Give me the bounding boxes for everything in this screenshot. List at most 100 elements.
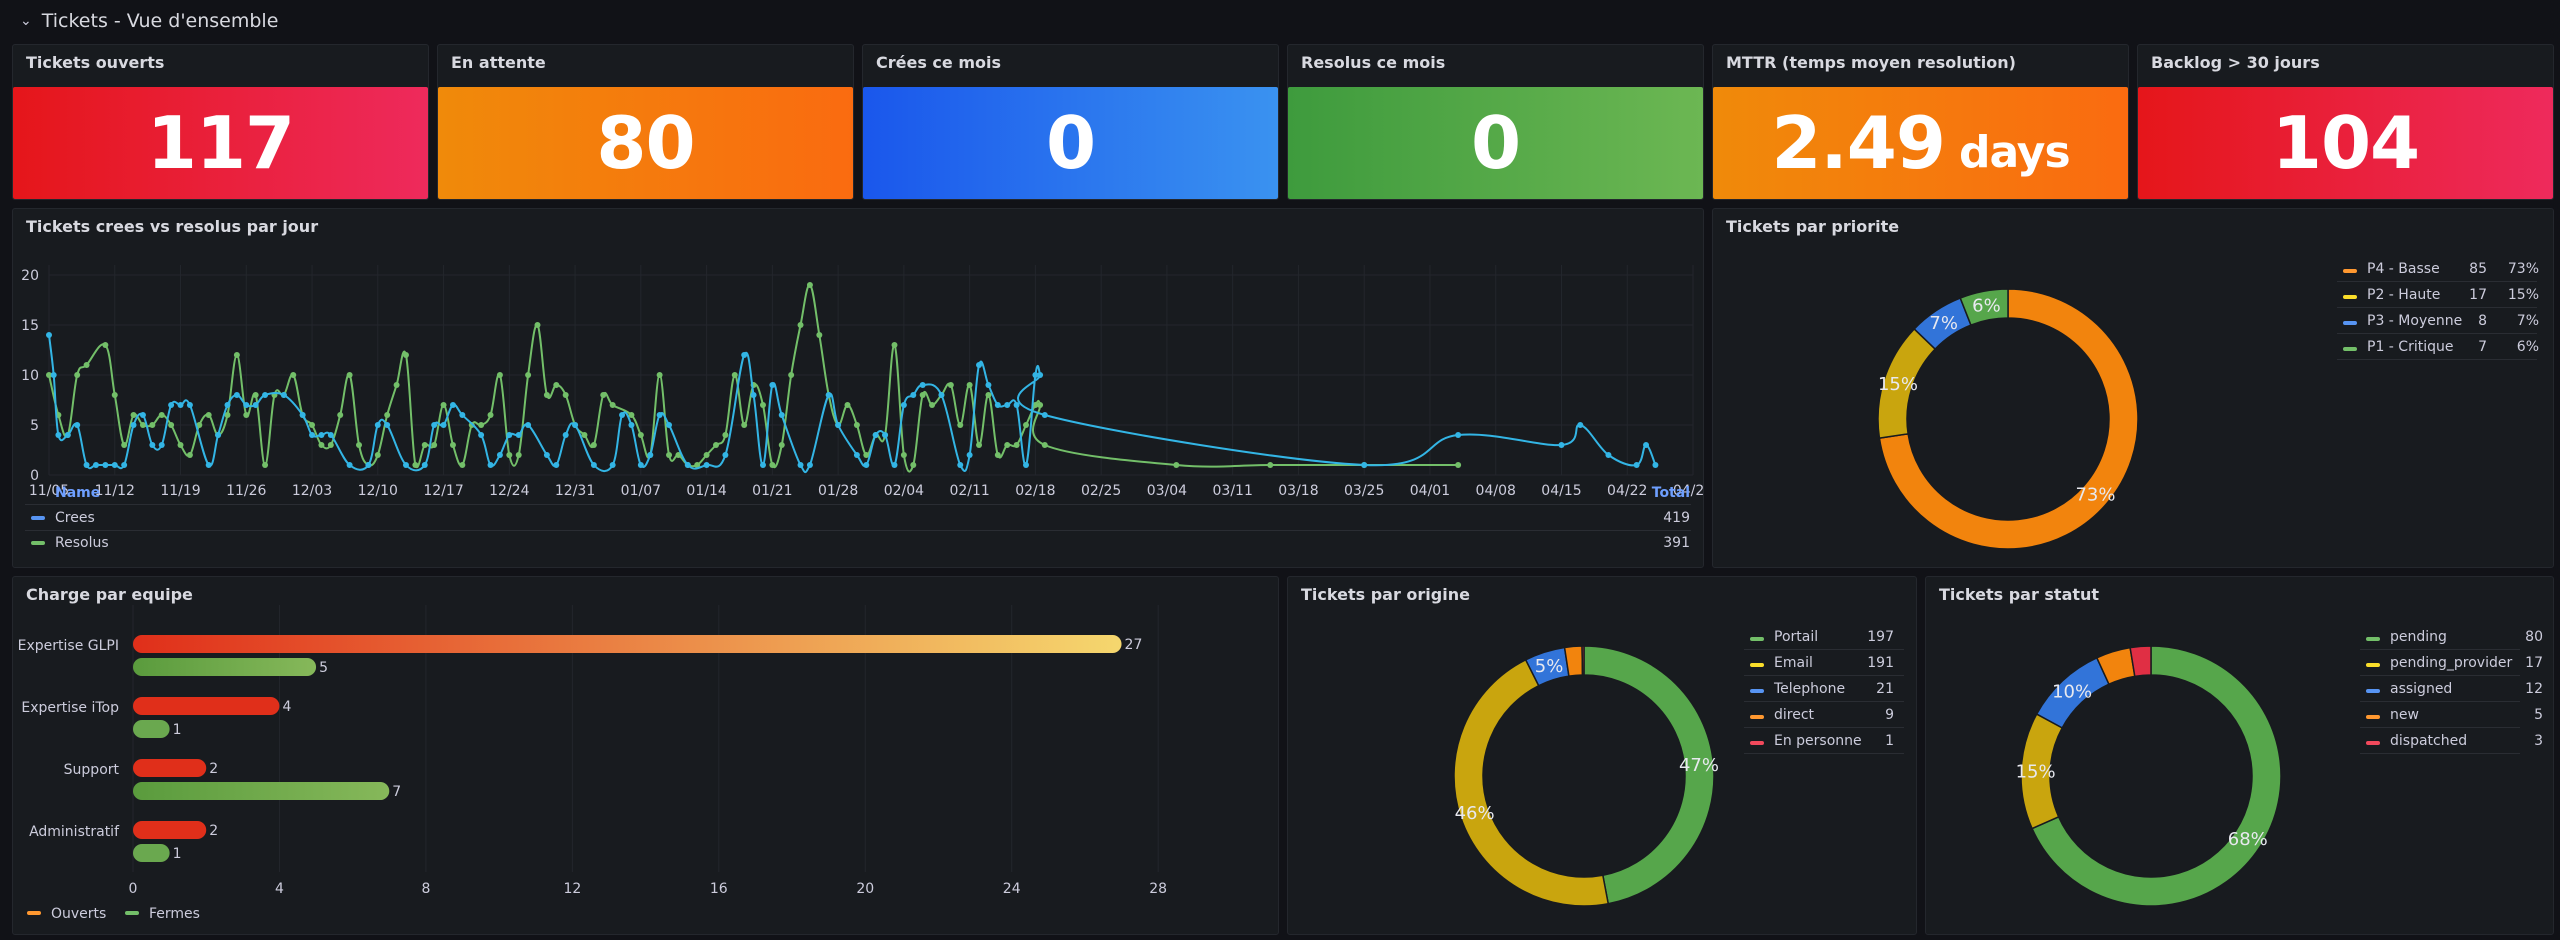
- priorite-panel[interactable]: Tickets par priorite 73% 15% 7% 6% P4 - Bas…: [1712, 208, 2554, 568]
- row-title: Tickets - Vue d'ensemble: [41, 10, 279, 32]
- legend-item[interactable]: P3 - Moyenne: [2343, 313, 2462, 329]
- data-point: [83, 362, 90, 368]
- panel-title: Tickets par origine: [1301, 585, 1470, 604]
- stat-panel-resolus-ce-mois[interactable]: Resolus ce mois 0: [1287, 44, 1704, 200]
- legend-label: Portail: [1774, 629, 1819, 645]
- x-tick-label: 02/11: [949, 483, 989, 499]
- data-point: [346, 372, 353, 378]
- legend-divider: [2360, 649, 2520, 650]
- stat-panel-en-attente[interactable]: En attente 80: [437, 44, 854, 200]
- x-tick-label: 12/17: [423, 483, 463, 499]
- data-point: [496, 372, 503, 378]
- data-point: [393, 382, 400, 388]
- legend-item[interactable]: assigned: [2366, 681, 2452, 697]
- data-point: [158, 442, 165, 448]
- chevron-down-icon[interactable]: ⌄: [20, 13, 32, 29]
- data-point: [712, 442, 719, 448]
- data-point: [506, 452, 513, 458]
- origine-legend: Portail 197 Email 191 Telephone 21 direct 9 En p…: [1744, 629, 1910, 759]
- dashboard-row-header[interactable]: ⌄ Tickets - Vue d'ensemble: [20, 6, 278, 36]
- data-point: [449, 442, 456, 448]
- legend-divider: [2360, 675, 2520, 676]
- x-tick-label: 03/25: [1344, 483, 1384, 499]
- x-tick-label: 01/07: [621, 483, 661, 499]
- data-point: [609, 402, 616, 408]
- data-point: [496, 452, 503, 458]
- legend-value: 85: [2469, 261, 2487, 277]
- legend-total-header[interactable]: Total: [1651, 485, 1690, 501]
- data-point: [731, 372, 738, 378]
- data-point: [600, 392, 607, 398]
- data-point: [628, 422, 635, 428]
- legend-value: 80: [2525, 629, 2543, 645]
- legend-item[interactable]: pending_provider: [2366, 655, 2512, 671]
- data-point: [835, 422, 842, 428]
- x-tick-label: 01/14: [686, 483, 726, 499]
- data-point: [656, 372, 663, 378]
- legend-item[interactable]: P1 - Critique: [2343, 339, 2453, 355]
- legend-item[interactable]: Portail: [1750, 629, 1818, 645]
- bar-ouverts: [133, 697, 280, 715]
- legend-item[interactable]: P4 - Basse: [2343, 261, 2440, 277]
- data-point: [891, 462, 898, 468]
- statut-panel[interactable]: Tickets par statut 68% 15% 10% pending 80 pe…: [1925, 576, 2554, 935]
- legend-name-header[interactable]: Name: [55, 485, 101, 501]
- legend-item[interactable]: Telephone: [1750, 681, 1845, 697]
- origine-donut-chart[interactable]: 47% 46% 5%: [1288, 577, 1917, 935]
- origine-panel[interactable]: Tickets par origine 47% 46% 5% Portail 197 E…: [1287, 576, 1917, 935]
- stat-panel-backlog[interactable]: Backlog > 30 jours 104: [2137, 44, 2554, 200]
- legend-item[interactable]: Email: [1750, 655, 1813, 671]
- x-tick-label: 03/11: [1213, 483, 1253, 499]
- legend-value: 5: [2534, 707, 2543, 723]
- stat-value-box: 2.49 days: [1713, 87, 2128, 199]
- timeseries-panel[interactable]: Tickets crees vs resolus par jour 11/05 1…: [12, 208, 1704, 568]
- legend-item[interactable]: pending: [2366, 629, 2447, 645]
- x-tick-label: 04/29: [1673, 483, 1704, 499]
- data-point: [506, 432, 513, 438]
- data-point: [215, 432, 222, 438]
- legend-item[interactable]: new: [2366, 707, 2419, 723]
- stat-panel-crees-ce-mois[interactable]: Crées ce mois 0: [862, 44, 1279, 200]
- stat-panel-tickets-ouverts[interactable]: Tickets ouverts 117: [12, 44, 429, 200]
- legend-label: P2 - Haute: [2367, 287, 2441, 303]
- data-point: [233, 392, 240, 398]
- legend-divider: [2337, 333, 2537, 334]
- charge-panel[interactable]: Charge par equipe 0 4 8 12 16 20 24 28 Expertise…: [12, 576, 1279, 935]
- data-point: [900, 402, 907, 408]
- data-point: [957, 462, 964, 468]
- timeseries-chart[interactable]: 11/05 11/12 11/19 11/26 12/03 12/10 12/17 12/24…: [13, 255, 1704, 535]
- x-tick-label: 24: [1003, 881, 1021, 897]
- legend-value: 3: [2534, 733, 2543, 749]
- priorite-donut-chart[interactable]: 73% 15% 7% 6%: [1713, 209, 2554, 568]
- legend-label: Resolus: [55, 535, 109, 551]
- stat-panel-mttr[interactable]: MTTR (temps moyen resolution) 2.49 days: [1712, 44, 2129, 200]
- data-point: [102, 342, 109, 348]
- data-point: [562, 392, 569, 398]
- legend-item[interactable]: dispatched: [2366, 733, 2467, 749]
- bar-ouverts: [133, 759, 207, 777]
- statut-donut-chart[interactable]: 68% 15% 10%: [1926, 577, 2554, 935]
- legend-item-resolus[interactable]: Resolus: [31, 535, 109, 551]
- data-point: [224, 402, 231, 408]
- bar-value-label: 4: [282, 699, 291, 715]
- stat-value: 0: [1045, 101, 1096, 185]
- legend-item[interactable]: direct: [1750, 707, 1814, 723]
- legend-total-crees: 419: [1663, 510, 1690, 526]
- legend-item-crees[interactable]: Crees: [31, 510, 95, 526]
- legend-item[interactable]: P2 - Haute: [2343, 287, 2440, 303]
- legend-swatch: [2366, 637, 2380, 641]
- legend-item[interactable]: En personne: [1750, 733, 1862, 749]
- data-point: [102, 462, 109, 468]
- data-point: [290, 372, 297, 378]
- x-tick-label: 04/08: [1476, 483, 1516, 499]
- data-point: [1558, 442, 1565, 448]
- legend-swatch: [1750, 637, 1764, 641]
- data-point: [581, 432, 588, 438]
- slice-percent-label: 47%: [1679, 755, 1719, 776]
- x-tick-label: 11/05: [29, 483, 69, 499]
- data-point: [694, 462, 701, 468]
- data-point: [722, 432, 729, 438]
- panel-title: Backlog > 30 jours: [2151, 53, 2320, 72]
- legend-swatch: [2343, 321, 2357, 325]
